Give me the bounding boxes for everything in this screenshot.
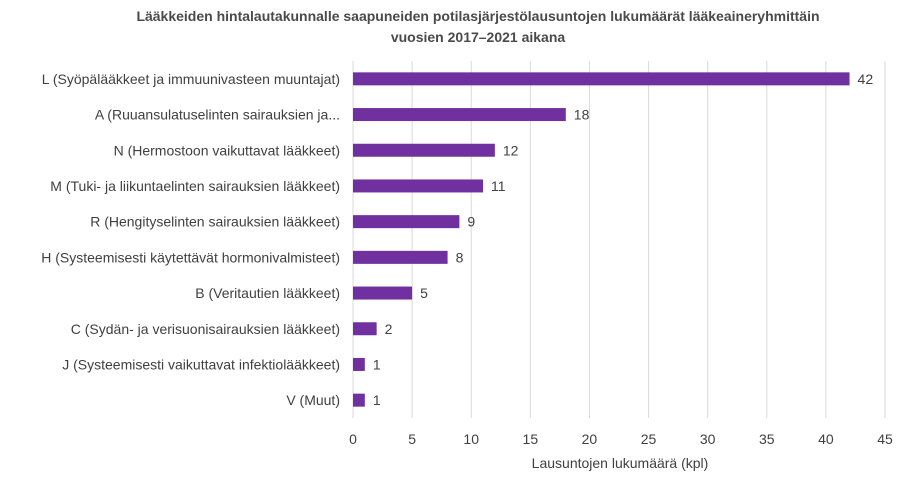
bar — [353, 286, 413, 300]
bar — [353, 143, 495, 157]
bar — [353, 215, 460, 229]
x-tick-label: 5 — [408, 431, 416, 447]
data-label: 12 — [503, 142, 519, 158]
category-label: C (Sydän- ja verisuonisairauksien lääkke… — [71, 321, 340, 337]
category-label: B (Veritautien lääkkeet) — [195, 285, 340, 301]
bars — [353, 72, 850, 407]
category-label: N (Hermostoon vaikuttavat lääkkeet) — [114, 142, 340, 158]
category-label: V (Muut) — [286, 392, 340, 408]
x-tick-label: 30 — [700, 431, 716, 447]
data-label: 1 — [373, 356, 381, 372]
category-label: A (Ruuansulatuselinten sairauksien ja... — [95, 107, 340, 123]
x-tick-label: 40 — [818, 431, 834, 447]
category-label: L (Syöpälääkkeet ja immuunivasteen muunt… — [42, 71, 340, 87]
chart-title-line-2: vuosien 2017–2021 aikana — [391, 29, 566, 45]
data-label: 5 — [420, 285, 428, 301]
bar — [353, 179, 484, 193]
data-label: 11 — [491, 178, 506, 194]
bar — [353, 322, 377, 336]
chart-title-line-1: Lääkkeiden hintalautakunnalle saapuneide… — [136, 8, 819, 24]
x-tick-label: 25 — [641, 431, 657, 447]
bar — [353, 108, 566, 122]
category-label: M (Tuki- ja liikuntaelinten sairauksien … — [50, 178, 340, 194]
bar — [353, 250, 448, 264]
data-label: 9 — [467, 214, 475, 230]
x-tick-label: 15 — [523, 431, 539, 447]
data-label: 18 — [574, 107, 590, 123]
x-tick-label: 0 — [349, 431, 357, 447]
x-tick-label: 20 — [582, 431, 598, 447]
data-label: 8 — [456, 249, 464, 265]
bar — [353, 393, 365, 407]
data-label: 2 — [385, 321, 393, 337]
x-tick-labels: 0 5 10 15 20 25 30 35 40 45 — [349, 431, 893, 447]
bar — [353, 72, 850, 86]
data-label: 42 — [858, 71, 874, 87]
x-tick-label: 10 — [463, 431, 479, 447]
bar — [353, 357, 365, 371]
category-label: J (Systeemisesti vaikuttavat infektiolää… — [62, 356, 340, 372]
x-tick-label: 35 — [759, 431, 775, 447]
category-label: H (Systeemisesti käytettävät hormonivalm… — [41, 249, 340, 265]
category-labels: L (Syöpälääkkeet ja immuunivasteen muunt… — [41, 71, 340, 408]
x-tick-label: 45 — [877, 431, 893, 447]
x-axis-title: Lausuntojen lukumäärä (kpl) — [532, 455, 709, 471]
data-label: 1 — [373, 392, 381, 408]
category-label: R (Hengityselinten sairauksien lääkkeet) — [90, 214, 340, 230]
